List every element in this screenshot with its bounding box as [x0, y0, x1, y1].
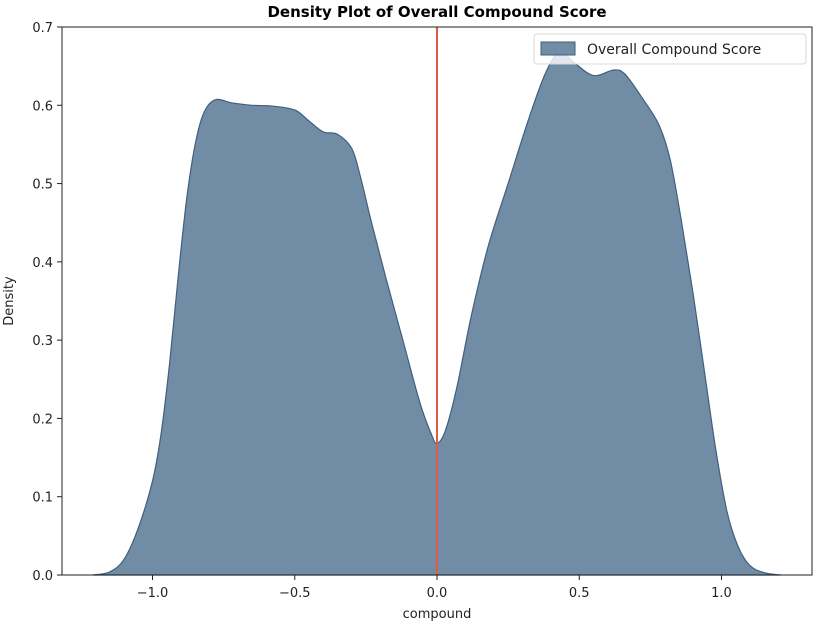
x-tick-label: 0.0: [427, 586, 448, 601]
y-axis-label: Density: [2, 276, 17, 326]
y-tick-label: 0.0: [32, 569, 53, 584]
legend-box: [533, 33, 807, 65]
y-tick-label: 0.4: [32, 256, 53, 271]
legend: Overall Compound Score: [533, 33, 807, 65]
x-tick-label: 1.0: [711, 586, 732, 601]
y-tick-label: 0.7: [32, 21, 53, 36]
x-axis-label: compound: [403, 607, 472, 622]
x-tick-label: −0.5: [279, 586, 311, 601]
x-axis-ticks: −1.0 −0.5 0.0 0.5 1.0: [137, 575, 732, 601]
legend-label: Overall Compound Score: [587, 42, 761, 58]
y-tick-label: 0.2: [32, 412, 53, 427]
y-tick-label: 0.1: [32, 491, 53, 506]
density-area: [92, 51, 782, 576]
legend-swatch: [540, 41, 576, 56]
y-axis-ticks: 0.0 0.1 0.2 0.3 0.4 0.5 0.6 0.7: [32, 21, 62, 584]
plot-area: [92, 27, 782, 576]
y-tick-label: 0.5: [32, 178, 53, 193]
y-tick-label: 0.3: [32, 334, 53, 349]
chart-title: Density Plot of Overall Compound Score: [267, 3, 606, 21]
x-tick-label: 0.5: [569, 586, 590, 601]
y-tick-label: 0.6: [32, 99, 53, 114]
x-tick-label: −1.0: [137, 586, 169, 601]
